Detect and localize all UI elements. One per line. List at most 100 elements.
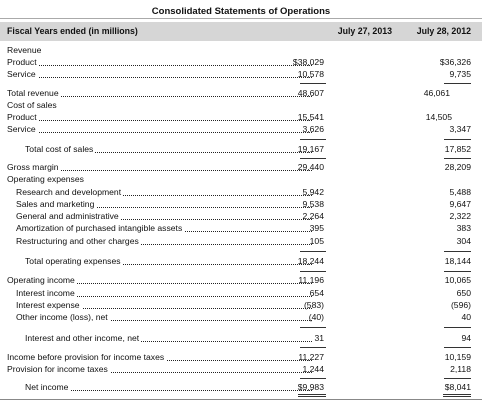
value-2013: 5,942 <box>302 187 324 197</box>
value-2013: 29,440 <box>297 162 324 172</box>
row-total-revenue: Total revenue 48,607 46,061 <box>0 88 482 99</box>
row-revenue: Revenue <box>0 45 482 56</box>
value-2013: 48,607 <box>297 88 324 98</box>
underline <box>444 83 471 84</box>
row-label: Operating expenses <box>7 174 86 184</box>
row-net-income: Net income $9,983 $8,041 <box>0 382 482 393</box>
underline <box>300 378 326 379</box>
row-total-operating-expenses: Total operating expenses 18,244 18,144 <box>0 256 482 267</box>
row-label: Restructuring and other charges <box>16 236 141 246</box>
value-2013: 18,244 <box>297 256 324 266</box>
row-label: Cost of sales <box>7 100 59 110</box>
value-2012: 5,488 <box>449 187 471 197</box>
value-2012: 304 <box>456 236 471 246</box>
row-label: Total cost of sales <box>25 144 96 154</box>
underline <box>444 378 471 379</box>
underline <box>444 327 471 328</box>
row-restructuring: Restructuring and other charges 105 304 <box>0 236 482 247</box>
row-label: Income before provision for income taxes <box>7 352 167 362</box>
underline <box>444 271 471 272</box>
table-header: Fiscal Years ended (in millions) July 27… <box>0 22 482 41</box>
underline <box>300 158 326 159</box>
row-label: Operating income <box>7 275 77 285</box>
row-label: Provision for income taxes <box>7 364 110 374</box>
underline <box>444 139 471 140</box>
row-label: Research and development <box>16 187 124 197</box>
underline <box>300 139 326 140</box>
row-label: Amortization of purchased intangible ass… <box>16 223 185 233</box>
row-label: Product <box>7 112 39 122</box>
row-cost-product: Product 15,541 14,505 <box>0 112 482 123</box>
value-2012: 46,061 <box>423 88 450 98</box>
row-revenue-product: Product $38,029 $36,326 <box>0 57 482 68</box>
value-2012: 2,118 <box>450 364 471 374</box>
statement-title: Consolidated Statements of Operations <box>0 4 482 19</box>
header-col-2012: July 28, 2012 <box>416 26 471 36</box>
row-label: Net income <box>25 382 71 392</box>
value-2013: 2,264 <box>302 211 324 221</box>
value-2013: 10,578 <box>297 69 324 79</box>
value-2013: 31 <box>314 333 324 343</box>
row-label: Gross margin <box>7 162 61 172</box>
double-underline <box>443 394 471 397</box>
value-2012: 18,144 <box>444 256 471 266</box>
underline <box>444 158 471 159</box>
row-label: Revenue <box>7 45 44 55</box>
row-label: Other income (loss), net <box>16 312 110 322</box>
row-amortization: Amortization of purchased intangible ass… <box>0 223 482 234</box>
row-operating-income: Operating income 11,196 10,065 <box>0 275 482 286</box>
underline <box>300 271 326 272</box>
underline <box>444 251 471 252</box>
header-col-2013: July 27, 2013 <box>337 26 392 36</box>
row-interest-expense: Interest expense (583) (596) <box>0 300 482 311</box>
row-operating-expenses: Operating expenses <box>0 174 482 185</box>
row-income-before-taxes: Income before provision for income taxes… <box>0 352 482 363</box>
value-2013: 1,244 <box>302 364 324 374</box>
row-other-income: Other income (loss), net (40) 40 <box>0 312 482 323</box>
value-2013: 105 <box>309 236 324 246</box>
value-2013: 11,227 <box>298 352 324 362</box>
value-2012: 28,209 <box>444 162 471 172</box>
row-label: Total revenue <box>7 88 61 98</box>
row-revenue-service: Service 10,578 9,735 <box>0 69 482 80</box>
value-2012: 40 <box>461 312 471 322</box>
value-2012: 14,505 <box>425 112 452 122</box>
value-2013: (583) <box>303 300 324 310</box>
value-2013: $9,983 <box>297 382 324 392</box>
row-cost-of-sales: Cost of sales <box>0 100 482 111</box>
row-label: Sales and marketing <box>16 199 97 209</box>
value-2012: 383 <box>456 223 471 233</box>
value-2013: (40) <box>308 312 324 322</box>
value-2012: 17,852 <box>444 144 471 154</box>
value-2012: $36,326 <box>439 57 471 67</box>
row-label: Interest and other income, net <box>25 333 142 343</box>
row-research-development: Research and development 5,942 5,488 <box>0 187 482 198</box>
row-general-administrative: General and administrative 2,264 2,322 <box>0 211 482 222</box>
value-2013: 15,541 <box>297 112 324 122</box>
value-2013: 3,626 <box>302 124 324 134</box>
row-total-cost-of-sales: Total cost of sales 19,167 17,852 <box>0 144 482 155</box>
row-cost-service: Service 3,626 3,347 <box>0 124 482 135</box>
row-label: Total operating expenses <box>25 256 123 266</box>
value-2012: $8,041 <box>444 382 471 392</box>
value-2013: 19,167 <box>297 144 324 154</box>
value-2012: 10,065 <box>444 275 471 285</box>
underline <box>300 347 326 348</box>
row-label: Interest expense <box>16 300 82 310</box>
underline <box>444 347 471 348</box>
row-interest-income: Interest income 654 650 <box>0 288 482 299</box>
value-2012: 10,159 <box>444 352 471 362</box>
value-2012: 9,735 <box>449 69 471 79</box>
value-2013: 9,538 <box>302 199 324 209</box>
row-label: Service <box>7 69 38 79</box>
value-2013: 395 <box>309 223 324 233</box>
underline <box>300 83 326 84</box>
value-2012: 3,347 <box>449 124 471 134</box>
row-label: Interest income <box>16 288 77 298</box>
value-2013: 654 <box>309 288 324 298</box>
row-label: Service <box>7 124 38 134</box>
row-gross-margin: Gross margin 29,440 28,209 <box>0 162 482 173</box>
row-interest-other-income-net: Interest and other income, net 31 94 <box>0 333 482 344</box>
bottom-rule <box>0 399 482 400</box>
